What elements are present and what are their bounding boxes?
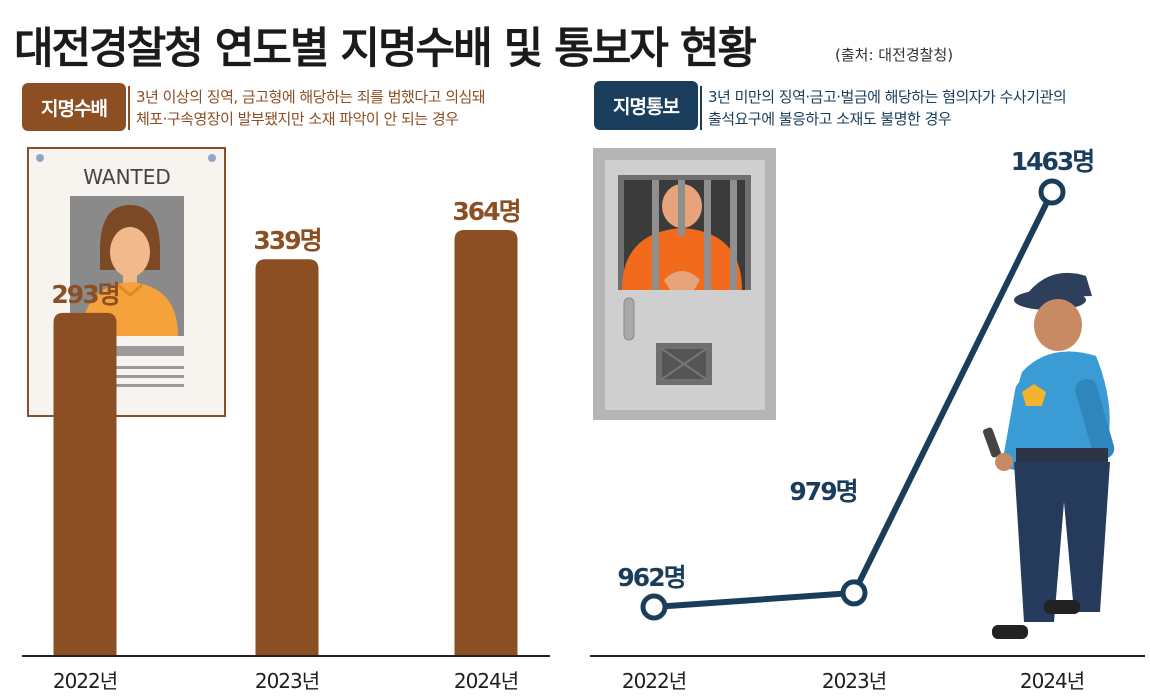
desc-notice: 3년 미만의 징역·금고·벌금에 해당하는 혐의자가 수사기관의 출석요구에 불… <box>708 86 1148 130</box>
bar <box>255 259 319 655</box>
bar-data-label: 364명 <box>452 197 519 226</box>
page-title: 대전경찰청 연도별 지명수배 및 통보자 현황 <box>14 24 757 74</box>
badge-notice: 지명통보 <box>594 81 698 130</box>
bar-data-label: 293명 <box>51 280 118 309</box>
bar <box>53 312 117 655</box>
desc-wanted: 3년 이상의 징역, 금고형에 해당하는 죄를 범했다고 의심돼 체포·구속영장… <box>136 86 566 130</box>
bar-x-tick-label: 2022년 <box>53 669 117 693</box>
bar <box>454 230 518 655</box>
line-point <box>840 579 868 607</box>
bar-x-tick-label: 2023년 <box>255 669 319 693</box>
line-x-tick-label: 2023년 <box>822 669 886 693</box>
source-note: (출처: 대전경찰청) <box>835 46 954 64</box>
line-data-label: 979명 <box>789 477 856 506</box>
line-x-tick-label: 2024년 <box>1020 669 1084 693</box>
line-point <box>640 593 668 621</box>
bar-x-axis <box>22 655 550 657</box>
line-x-axis <box>590 655 1145 657</box>
desc-wanted-divider <box>128 86 130 130</box>
badge-wanted: 지명수배 <box>22 83 126 131</box>
desc-wanted-line1: 3년 이상의 징역, 금고형에 해당하는 죄를 범했다고 의심돼 <box>136 88 486 106</box>
line-data-label: 962명 <box>617 563 684 592</box>
bar-x-tick-label: 2024년 <box>454 669 518 693</box>
desc-wanted-line2: 체포·구속영장이 발부됐지만 소재 파악이 안 되는 경우 <box>136 110 459 128</box>
series-line <box>653 190 1055 610</box>
bar-data-label: 339명 <box>253 226 320 255</box>
wanted-poster-text: WANTED <box>83 165 171 189</box>
desc-notice-divider <box>700 86 702 130</box>
desc-notice-line2: 출석요구에 불응하고 소재도 불명한 경우 <box>708 110 952 128</box>
desc-notice-line1: 3년 미만의 징역·금고·벌금에 해당하는 혐의자가 수사기관의 <box>708 88 1067 106</box>
line-x-tick-label: 2022년 <box>622 669 686 693</box>
line-point <box>1038 178 1066 206</box>
line-data-label: 1463명 <box>1011 147 1094 176</box>
